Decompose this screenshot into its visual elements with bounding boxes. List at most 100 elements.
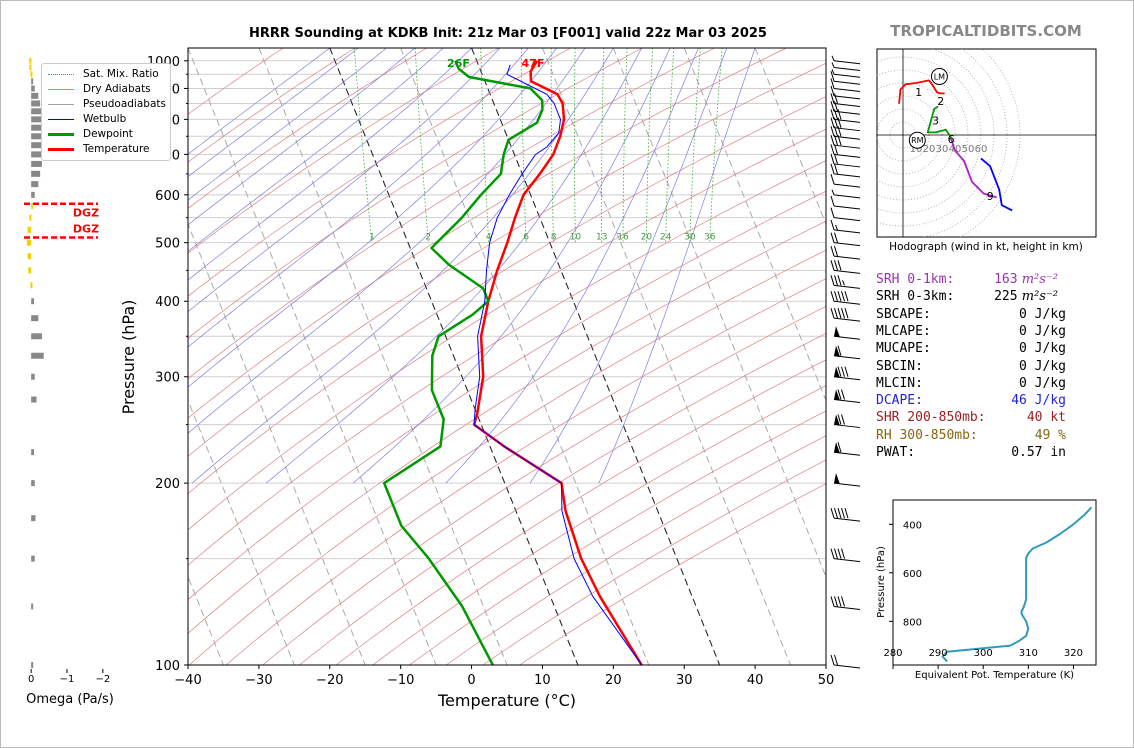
pseudoadiabat: [598, 48, 756, 484]
dry-adiabat: [188, 48, 356, 163]
wind-barb: [831, 69, 861, 78]
barb-full: [837, 260, 842, 271]
isotherm-gridline: [754, 48, 826, 226]
mixing-ratio-line: [574, 48, 576, 243]
barb-full: [834, 163, 838, 174]
legend-swatch: [48, 103, 74, 105]
barb-shaft: [833, 664, 861, 669]
barb-full: [830, 163, 835, 174]
theta-e-x-axis-label: Equivalent Pot. Temperature (K): [915, 670, 1074, 681]
dry-adiabat: [188, 190, 826, 601]
mixing-ratio-line: [689, 48, 701, 243]
pseudoadiabat: [352, 48, 671, 484]
omega-bar: [31, 555, 35, 562]
barb-full: [837, 442, 842, 453]
barb-half: [842, 280, 845, 286]
dry-adiabat: [262, 305, 826, 665]
pseudoadiabat: [188, 48, 472, 281]
barb-full: [837, 117, 842, 128]
wind-barb: [830, 85, 861, 100]
dgz-label-bottom: DGZ: [73, 207, 99, 220]
storm-motion-label: LM: [934, 73, 945, 82]
barb-shaft: [833, 66, 861, 71]
omega-panel: DGZ DGZ 0 −1 −2 Omega (Pa/s): [24, 57, 114, 707]
barb-shaft: [833, 110, 861, 115]
omega-bar: [29, 214, 32, 221]
barb-full: [834, 596, 838, 607]
wind-barb: [833, 345, 861, 360]
barb-shaft: [833, 183, 861, 188]
omega-bar: [31, 85, 35, 92]
barb-half: [831, 55, 835, 61]
stat-label: SBCAPE:: [876, 306, 931, 322]
omega-bar: [31, 78, 34, 85]
mixing-ratio-label: 16: [617, 233, 629, 243]
barb-shaft: [833, 229, 861, 234]
barb-full: [844, 366, 849, 377]
mixing-ratio-label: 24: [660, 233, 672, 243]
barb-full: [834, 153, 838, 165]
wind-barb: [833, 389, 861, 404]
stat-number: 163: [994, 272, 1018, 287]
barb-shaft: [833, 284, 861, 289]
omega-bar: [31, 133, 46, 140]
omega-bar: [31, 333, 42, 340]
dry-adiabat: [335, 359, 826, 665]
barb-full: [830, 195, 835, 207]
pseudoadiabat: [188, 48, 331, 155]
omega-bar: [27, 226, 32, 233]
wind-barb: [833, 473, 861, 487]
barb-full: [844, 308, 849, 319]
barb-flag: [834, 389, 840, 401]
omega-bar: [31, 191, 35, 198]
omega-bar: [31, 151, 44, 158]
hodograph-trace: [950, 138, 997, 199]
wetbulb-line: [473, 64, 643, 665]
y-tick-label: 600: [155, 189, 180, 204]
barb-full: [841, 389, 845, 400]
wind-barb: [830, 508, 861, 522]
barb-shaft: [833, 300, 861, 305]
dry-adiabat: [372, 385, 826, 665]
barb-flag: [834, 366, 840, 378]
wind-barb: [830, 548, 861, 563]
barb-full: [830, 275, 835, 286]
barb-full: [830, 308, 835, 319]
barb-full: [834, 654, 838, 666]
barb-shaft: [833, 60, 861, 65]
wind-barb: [830, 173, 861, 188]
theta-e-x-tick-label: 280: [883, 648, 902, 659]
wind-barb: [830, 596, 861, 610]
barb-flag: [834, 414, 840, 426]
mixing-ratio-line: [601, 48, 605, 243]
omega-bar: [31, 373, 35, 380]
dry-adiabat: [188, 48, 284, 115]
barb-full: [837, 275, 842, 286]
stat-value: 0 J/kg: [1019, 375, 1066, 391]
minus20-isotherm: [329, 48, 579, 665]
barb-full: [830, 219, 835, 231]
isotherm-gridline: [683, 48, 826, 402]
barb-shaft: [833, 205, 861, 210]
barb-shaft: [833, 102, 861, 107]
barb-shaft: [833, 73, 861, 78]
wind-barb: [830, 78, 861, 92]
theta-e-y-tick-label: 800: [903, 617, 922, 628]
dry-adiabat: [225, 278, 826, 665]
x-tick-label: 20: [605, 673, 622, 688]
stat-row: MLCIN: 0 J/kg: [876, 376, 1066, 393]
wind-barb: [831, 189, 861, 199]
zero-isotherm: [471, 48, 721, 665]
legend-swatch: [48, 73, 74, 75]
pseudoadiabat: [188, 48, 529, 348]
dry-adiabat: [188, 249, 826, 665]
legend-swatch: [48, 88, 74, 90]
barb-shaft: [833, 127, 861, 132]
omega-bar: [29, 57, 32, 64]
barb-full: [830, 144, 835, 155]
theta-e-area: [941, 506, 1093, 663]
mixing-ratio-line: [353, 48, 373, 243]
omega-bar: [31, 100, 41, 107]
legend-item: Dewpoint: [48, 127, 133, 141]
